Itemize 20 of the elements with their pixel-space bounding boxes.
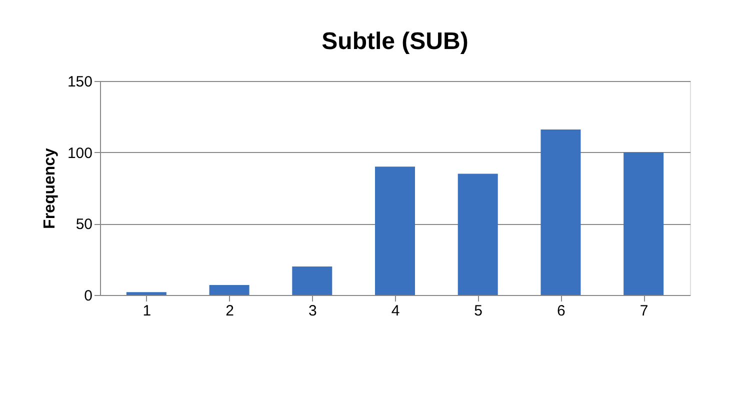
y-tick-label: 150 <box>67 74 92 90</box>
bar <box>292 266 332 295</box>
x-tick-label: 4 <box>391 302 400 320</box>
bar <box>624 152 664 295</box>
chart-title: Subtle (SUB) <box>322 28 468 55</box>
x-tick-label: 5 <box>474 302 483 320</box>
y-axis-title: Frequency <box>41 148 58 229</box>
bar <box>540 130 581 295</box>
bar <box>209 285 250 295</box>
x-tick-label: 1 <box>142 302 152 320</box>
x-tick-label: 6 <box>557 302 566 320</box>
y-tick-label: 0 <box>84 288 92 304</box>
x-tick-label: 7 <box>640 302 648 320</box>
bar <box>458 174 498 295</box>
bar <box>375 166 415 295</box>
bar <box>126 292 166 295</box>
y-tick-label: 50 <box>76 216 92 234</box>
y-tick-label: 100 <box>67 144 92 162</box>
x-tick-label: 3 <box>308 302 317 320</box>
x-tick-label: 2 <box>226 302 234 320</box>
